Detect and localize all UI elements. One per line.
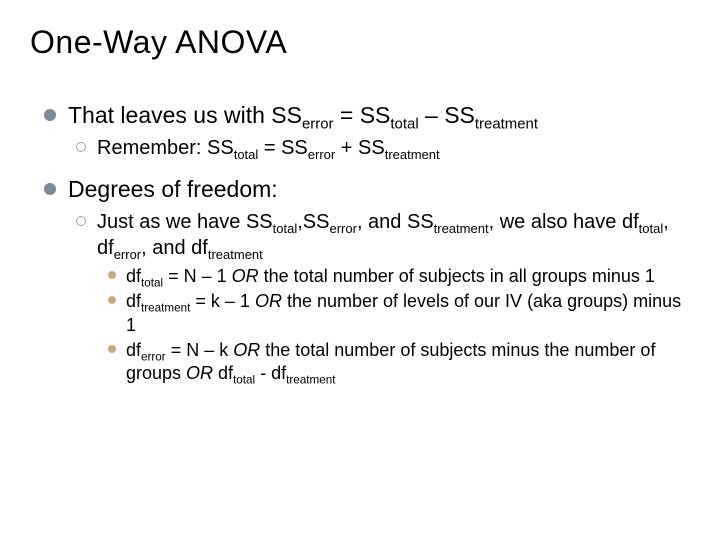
bullet-text: dftreatment = k – 1 OR the number of lev… [126, 290, 690, 337]
bullet-item: Remember: SStotal = SSerror + SStreatmen… [76, 135, 690, 161]
bullet-text: Degrees of freedom: [68, 175, 278, 205]
bullet-text: Just as we have SStotal,SSerror, and SSt… [97, 209, 690, 261]
bullet-item: That leaves us with SSerror = SStotal – … [44, 101, 690, 131]
bullet-text: That leaves us with SSerror = SStotal – … [68, 101, 538, 131]
dot-bullet-icon [108, 345, 116, 353]
bullet-item: dftreatment = k – 1 OR the number of lev… [108, 290, 690, 337]
dot-bullet-icon [108, 271, 116, 279]
dot-bullet-icon [108, 296, 116, 304]
slide-body: That leaves us with SSerror = SStotal – … [30, 101, 690, 386]
disc-bullet-icon [44, 183, 56, 195]
circle-bullet-icon [76, 216, 86, 226]
slide-title: One-Way ANOVA [30, 24, 690, 61]
bullet-item: Degrees of freedom: [44, 175, 690, 205]
bullet-text: Remember: SStotal = SSerror + SStreatmen… [97, 135, 440, 161]
disc-bullet-icon [44, 109, 56, 121]
bullet-item: Just as we have SStotal,SSerror, and SSt… [76, 209, 690, 261]
circle-bullet-icon [76, 142, 86, 152]
bullet-text: dftotal = N – 1 OR the total number of s… [126, 265, 655, 288]
bullet-text: dferror = N – k OR the total number of s… [126, 339, 690, 386]
bullet-item: dftotal = N – 1 OR the total number of s… [108, 265, 690, 288]
bullet-item: dferror = N – k OR the total number of s… [108, 339, 690, 386]
